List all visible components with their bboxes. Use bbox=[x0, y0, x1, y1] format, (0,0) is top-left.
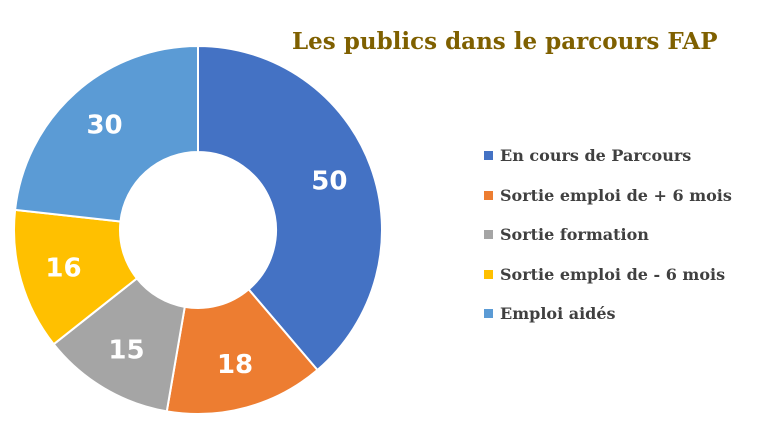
legend-item-2: Sortie emploi de + 6 mois bbox=[484, 176, 754, 216]
legend-swatch-5 bbox=[484, 309, 493, 319]
slice-1 bbox=[197, 44, 383, 372]
data-label-2: 18 bbox=[217, 350, 253, 380]
legend-label-1: En cours de Parcours bbox=[500, 146, 692, 166]
legend-label-4: Sortie emploi de - 6 mois bbox=[500, 264, 726, 284]
data-label-5: 30 bbox=[86, 111, 122, 141]
legend-label-2: Sortie emploi de + 6 mois bbox=[500, 185, 732, 205]
chart-title: Les publics dans le parcours FAP bbox=[292, 28, 718, 55]
legend-item-4: Sortie emploi de - 6 mois bbox=[484, 255, 754, 295]
data-label-1: 50 bbox=[311, 167, 347, 197]
legend-swatch-1 bbox=[484, 151, 493, 161]
slice-2 bbox=[165, 287, 319, 415]
legend-item-1: En cours de Parcours bbox=[484, 136, 754, 176]
data-label-3: 15 bbox=[108, 335, 144, 365]
legend-label-5: Emploi aidés bbox=[500, 304, 616, 324]
legend-swatch-4 bbox=[484, 269, 493, 279]
legend-swatch-3 bbox=[484, 230, 493, 240]
legend-label-3: Sortie formation bbox=[500, 225, 649, 245]
legend-item-5: Emploi aidés bbox=[484, 294, 754, 334]
legend-item-3: Sortie formation bbox=[484, 215, 754, 255]
legend-swatch-2 bbox=[484, 190, 493, 200]
data-label-4: 16 bbox=[45, 254, 81, 284]
legend: En cours de Parcours Sortie emploi de + 6… bbox=[484, 136, 754, 334]
slice-5 bbox=[13, 44, 199, 223]
